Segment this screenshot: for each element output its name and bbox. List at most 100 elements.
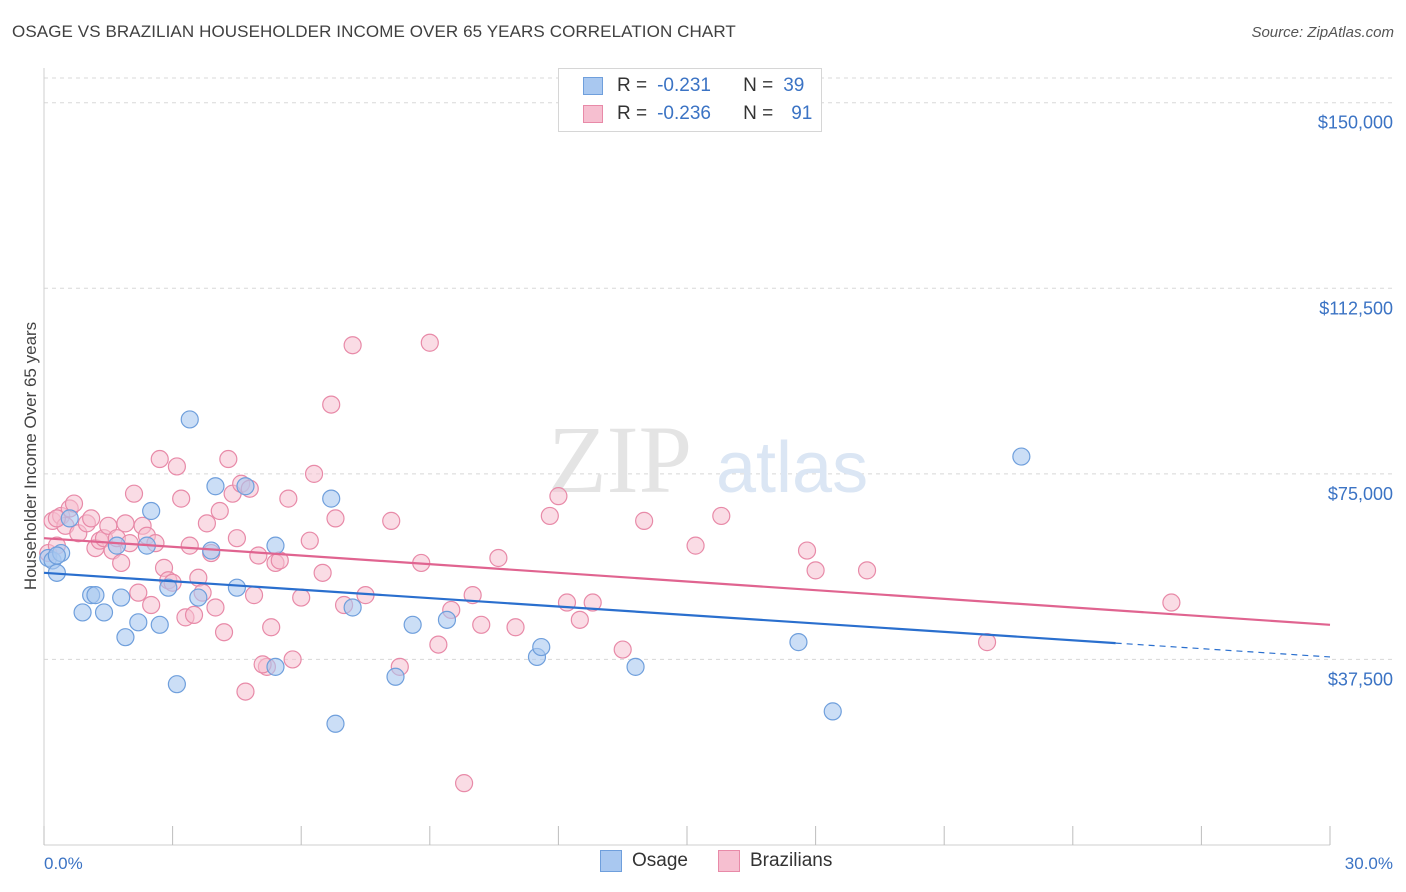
brazilians-point — [219, 449, 238, 469]
osage-point — [403, 615, 422, 634]
brazilians-point — [635, 511, 654, 530]
x-tick-label-max: 30.0% — [1345, 854, 1393, 873]
brazilians-point — [506, 618, 525, 637]
osage-point — [789, 633, 808, 652]
brazilians-point — [129, 583, 148, 602]
watermark: ZIP atlas — [548, 406, 868, 513]
legend-item-brazilians[interactable]: Brazilians — [717, 850, 832, 872]
brazilians-point — [197, 514, 216, 533]
chart-title: OSAGE VS BRAZILIAN HOUSEHOLDER INCOME OV… — [12, 22, 736, 41]
osage-point — [343, 598, 362, 617]
osage-point — [326, 714, 345, 733]
brazilians-n-value: 91 — [791, 103, 813, 124]
brazilians-point — [184, 605, 204, 625]
brazilians-point — [180, 536, 199, 555]
brazilians-point — [167, 457, 186, 476]
axis-layer — [43, 68, 1331, 846]
osage-point — [129, 613, 148, 632]
y-tick-label: $150,000 — [1318, 113, 1393, 133]
brazilians-point — [570, 610, 589, 629]
trend-layer — [43, 537, 1331, 658]
brazilians-point — [797, 541, 817, 560]
osage-point — [107, 536, 126, 555]
brazilians-swatch — [583, 105, 603, 123]
brazilians-point — [292, 588, 311, 607]
osage-point — [1012, 447, 1031, 466]
brazilians-point — [549, 487, 568, 506]
brazilians-point — [214, 623, 234, 642]
label-layer: $37,500 $75,000 $112,500 $150,000 0.0% 30.0% H… — [21, 113, 1393, 873]
brazilians-point — [236, 682, 255, 701]
brazilians-point — [283, 650, 302, 669]
osage-point — [167, 675, 186, 694]
osage-point — [227, 578, 246, 597]
osage-point — [60, 509, 79, 528]
osage-point — [626, 657, 645, 676]
brazilians-point — [112, 553, 131, 573]
grid-layer — [44, 77, 1395, 660]
brazilians-point — [210, 501, 229, 521]
legend-row-brazilians: R = -0.236 N = 91 — [583, 101, 812, 127]
brazilians-point — [463, 586, 482, 605]
brazilians-point — [326, 509, 345, 528]
brazilians-point — [172, 489, 191, 508]
osage-point — [266, 657, 285, 676]
brazilians-r-value: -0.236 — [657, 103, 711, 124]
osage-point — [386, 667, 405, 686]
brazilians-point — [429, 635, 448, 654]
watermark-zip: ZIP — [548, 406, 692, 513]
osage-point — [86, 586, 105, 605]
brazilians-point — [540, 506, 559, 526]
brazilians-point — [82, 509, 101, 528]
osage-point — [823, 702, 842, 721]
points-layer — [39, 333, 1181, 793]
osage-point — [159, 578, 178, 597]
osage-point — [47, 546, 66, 565]
osage-point — [206, 477, 225, 496]
legend-row-osage: R = -0.231 N = 39 — [583, 73, 804, 99]
brazilians-point — [249, 546, 268, 565]
osage-r-value: -0.231 — [657, 75, 711, 96]
brazilians-point — [857, 561, 877, 580]
y-tick-label: $112,500 — [1319, 298, 1393, 318]
source-label: Source: ZipAtlas.com — [1251, 24, 1394, 41]
brazilians-n-label: N = — [743, 103, 774, 124]
brazilians-point — [116, 514, 135, 533]
brazilians-point — [322, 395, 341, 414]
brazilians-point — [150, 449, 169, 469]
brazilians-point — [206, 598, 225, 617]
brazilians-point — [489, 548, 508, 568]
y-tick-label: $37,500 — [1328, 669, 1393, 689]
osage-swatch — [583, 77, 603, 95]
osage-legend-swatch — [600, 850, 622, 872]
brazilians-legend-swatch — [717, 850, 740, 872]
watermark-atlas: atlas — [716, 428, 868, 508]
brazilians-point — [1162, 593, 1181, 612]
osage-point — [266, 536, 285, 555]
osage-n-label: N = — [743, 75, 774, 96]
brazilians-point — [304, 464, 324, 483]
y-tick-label: $75,000 — [1328, 484, 1393, 504]
brazilians-point — [583, 593, 602, 612]
brazilians-point — [454, 774, 474, 793]
osage-point — [437, 610, 457, 629]
osage-point — [116, 628, 135, 647]
osage-point — [150, 615, 169, 634]
brazilians-point — [244, 586, 264, 605]
osage-point — [142, 501, 161, 521]
brazilians-point — [420, 333, 439, 352]
osage-trend-extension — [1115, 642, 1331, 658]
brazilians-point — [613, 640, 632, 659]
osage-point — [180, 410, 199, 429]
brazilians-point — [262, 618, 281, 637]
brazilians-point — [300, 531, 319, 550]
legend-item-osage[interactable]: Osage — [600, 850, 688, 872]
brazilians-point — [124, 484, 144, 503]
series-legend: Osage Brazilians — [600, 850, 862, 872]
brazilians-point — [712, 506, 731, 526]
osage-point — [532, 637, 551, 657]
osage-point — [236, 477, 255, 496]
brazilians-point — [313, 563, 332, 582]
x-tick-label-min: 0.0% — [44, 854, 83, 873]
